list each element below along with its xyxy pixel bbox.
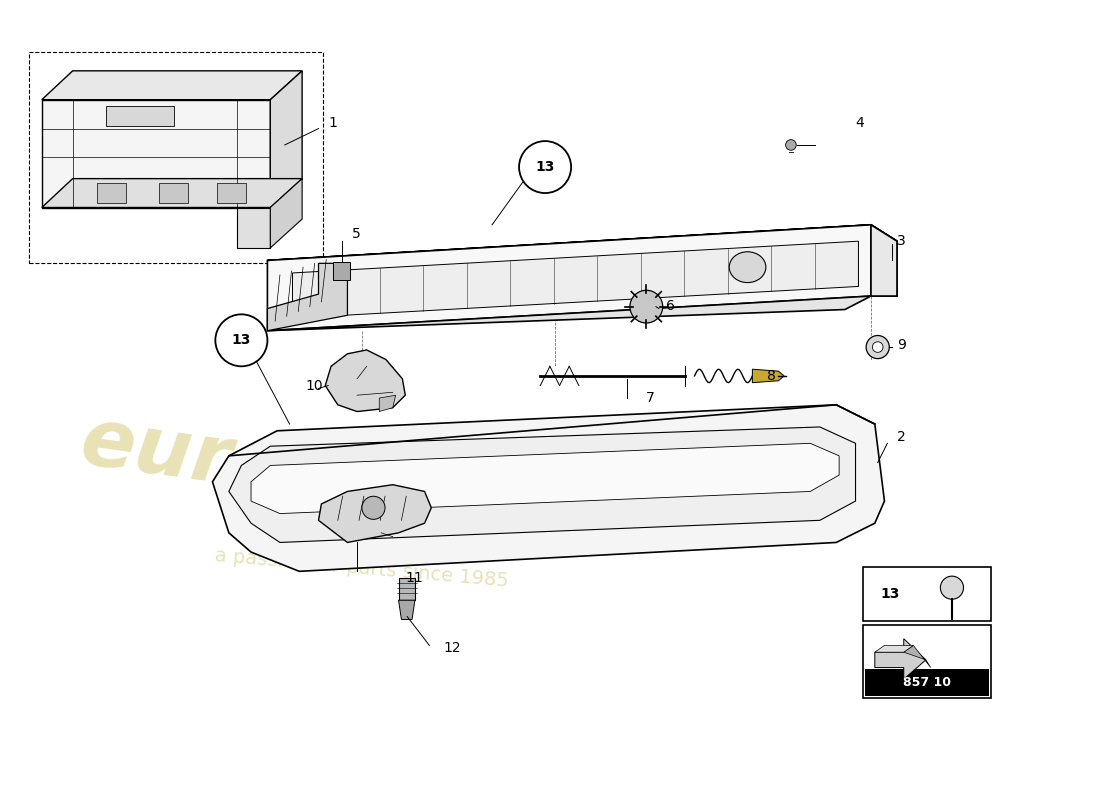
Text: a passion for parts since 1985: a passion for parts since 1985 xyxy=(214,546,509,590)
Polygon shape xyxy=(271,71,303,207)
Polygon shape xyxy=(874,638,926,679)
Text: 9: 9 xyxy=(896,338,906,352)
Circle shape xyxy=(216,314,267,366)
Polygon shape xyxy=(42,71,303,100)
Text: 13: 13 xyxy=(232,334,251,347)
Text: 11: 11 xyxy=(405,571,424,585)
Ellipse shape xyxy=(729,252,766,282)
Bar xyxy=(333,262,350,280)
Polygon shape xyxy=(107,106,174,126)
Text: 12: 12 xyxy=(443,642,462,655)
Text: 3: 3 xyxy=(896,234,905,248)
Polygon shape xyxy=(42,100,271,207)
Text: 5: 5 xyxy=(352,227,361,242)
Polygon shape xyxy=(267,225,896,261)
Bar xyxy=(866,670,989,697)
Text: 7: 7 xyxy=(647,391,656,405)
Polygon shape xyxy=(229,427,856,542)
Circle shape xyxy=(630,290,662,323)
Polygon shape xyxy=(752,369,784,382)
Polygon shape xyxy=(319,485,431,542)
Polygon shape xyxy=(398,600,415,619)
Polygon shape xyxy=(293,241,858,318)
Circle shape xyxy=(362,496,385,519)
Polygon shape xyxy=(42,178,303,207)
Circle shape xyxy=(785,140,796,150)
Polygon shape xyxy=(871,225,896,296)
Text: 13: 13 xyxy=(881,587,900,602)
Text: 2: 2 xyxy=(896,430,905,443)
Polygon shape xyxy=(904,646,931,667)
Bar xyxy=(30,51,323,263)
FancyBboxPatch shape xyxy=(864,567,990,622)
Polygon shape xyxy=(267,296,871,330)
Polygon shape xyxy=(379,395,396,411)
Text: 857 10: 857 10 xyxy=(903,677,950,690)
Circle shape xyxy=(940,576,964,599)
Polygon shape xyxy=(871,225,896,296)
Text: 13: 13 xyxy=(536,160,554,174)
Polygon shape xyxy=(267,263,348,330)
Text: 1: 1 xyxy=(328,116,337,130)
Text: 10: 10 xyxy=(306,378,323,393)
Polygon shape xyxy=(236,207,271,248)
Polygon shape xyxy=(218,183,246,202)
Polygon shape xyxy=(97,183,125,202)
Text: 4: 4 xyxy=(856,116,865,130)
Polygon shape xyxy=(212,405,884,571)
Text: eurospares: eurospares xyxy=(76,403,591,551)
Polygon shape xyxy=(271,178,303,248)
Text: 6: 6 xyxy=(666,298,674,313)
Circle shape xyxy=(519,141,571,193)
Circle shape xyxy=(866,335,889,358)
Circle shape xyxy=(872,342,883,352)
Polygon shape xyxy=(874,646,913,652)
Text: 8: 8 xyxy=(767,369,775,382)
FancyBboxPatch shape xyxy=(864,626,990,698)
Polygon shape xyxy=(398,578,415,600)
Polygon shape xyxy=(267,225,871,330)
Polygon shape xyxy=(160,183,188,202)
Polygon shape xyxy=(326,350,405,411)
Polygon shape xyxy=(251,443,839,514)
